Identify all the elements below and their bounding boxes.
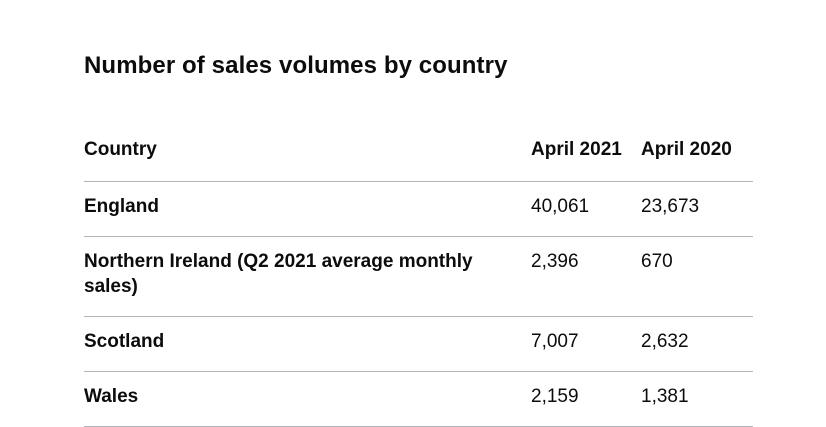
cell-april-2020: 2,632 — [641, 316, 753, 372]
cell-april-2020: 23,673 — [641, 181, 753, 237]
table-row-scotland: Scotland 7,007 2,632 — [84, 316, 753, 372]
column-header-country: Country — [84, 127, 531, 182]
column-header-april-2021: April 2021 — [531, 127, 641, 182]
sales-volumes-table: Country April 2021 April 2020 England 40… — [84, 127, 753, 427]
row-header-country: Scotland — [84, 316, 531, 372]
table-header-row: Country April 2021 April 2020 — [84, 127, 753, 182]
table-header: Country April 2021 April 2020 — [84, 127, 753, 182]
cell-april-2021: 2,396 — [531, 236, 641, 317]
table-body: England 40,061 23,673 Northern Ireland (… — [84, 181, 753, 427]
cell-april-2021: 2,159 — [531, 371, 641, 427]
table-row-wales: Wales 2,159 1,381 — [84, 371, 753, 427]
column-header-april-2020: April 2020 — [641, 127, 753, 182]
table-row-england: England 40,061 23,673 — [84, 181, 753, 237]
row-header-country: Northern Ireland (Q2 2021 average monthl… — [84, 236, 531, 317]
cell-april-2020: 670 — [641, 236, 753, 317]
cell-april-2020: 1,381 — [641, 371, 753, 427]
row-header-country: Wales — [84, 371, 531, 427]
row-header-country: England — [84, 181, 531, 237]
page-title: Number of sales volumes by country — [84, 52, 508, 79]
cell-april-2021: 7,007 — [531, 316, 641, 372]
cell-april-2021: 40,061 — [531, 181, 641, 237]
table-row-northern-ireland: Northern Ireland (Q2 2021 average monthl… — [84, 236, 753, 317]
